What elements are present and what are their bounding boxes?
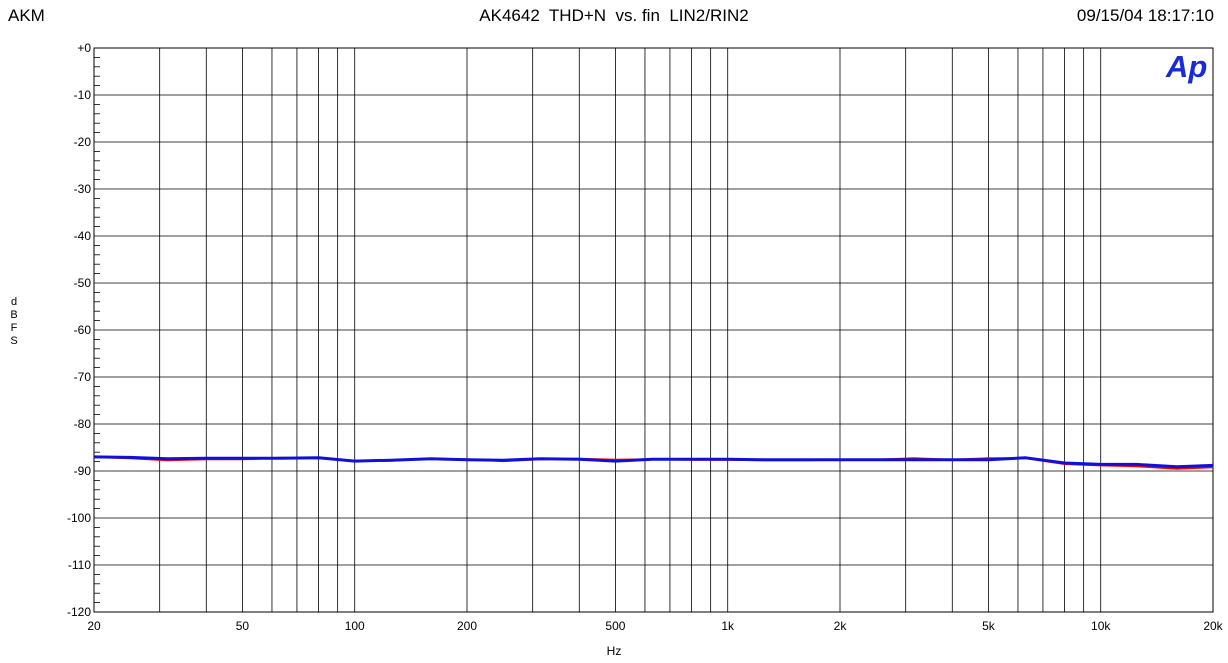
y-tick-label: -10 xyxy=(74,88,92,102)
y-tick-label: -40 xyxy=(74,229,92,243)
x-tick-label: 10k xyxy=(1091,619,1111,633)
x-tick-label: 1k xyxy=(721,619,735,633)
series-line-2 xyxy=(93,455,1214,469)
y-tick-label: -80 xyxy=(74,417,92,431)
y-tick-label: -50 xyxy=(74,276,92,290)
x-tick-label: 50 xyxy=(236,619,250,633)
y-tick-label: -120 xyxy=(67,605,91,619)
y-axis-label: dBFS xyxy=(10,296,18,347)
y-tick-label: -110 xyxy=(68,558,91,572)
x-axis-label: Hz xyxy=(606,644,622,658)
x-tick-label: 500 xyxy=(605,619,625,633)
y-tick-label: -100 xyxy=(67,511,91,525)
y-tick-label: +0 xyxy=(77,41,91,55)
y-tick-label: -60 xyxy=(74,323,92,337)
chart-title: AK4642 THD+N vs. fin LIN2/RIN2 xyxy=(479,6,749,25)
x-tick-label: 5k xyxy=(982,619,996,633)
series-layer xyxy=(93,455,1214,470)
ap-logo: Ap xyxy=(1165,49,1207,84)
x-tick-label: 20k xyxy=(1203,619,1223,633)
y-tick-label: -70 xyxy=(74,370,92,384)
header-left-label: AKM xyxy=(8,6,45,25)
tick-labels: +0 -10 -20 -30 -40 -50 -60 -70 -80 -90 -100 -110 -12… xyxy=(67,41,1224,633)
x-tick-label: 20 xyxy=(87,619,101,633)
x-tick-label: 2k xyxy=(834,619,848,633)
y-tick-label: -30 xyxy=(74,182,92,196)
y-tick-label: -20 xyxy=(74,135,92,149)
x-tick-label: 100 xyxy=(345,619,365,633)
y-tick-label: -90 xyxy=(74,464,92,478)
grid xyxy=(93,47,1214,613)
x-tick-label: 200 xyxy=(457,619,477,633)
timestamp: 09/15/04 18:17:10 xyxy=(1076,6,1214,25)
